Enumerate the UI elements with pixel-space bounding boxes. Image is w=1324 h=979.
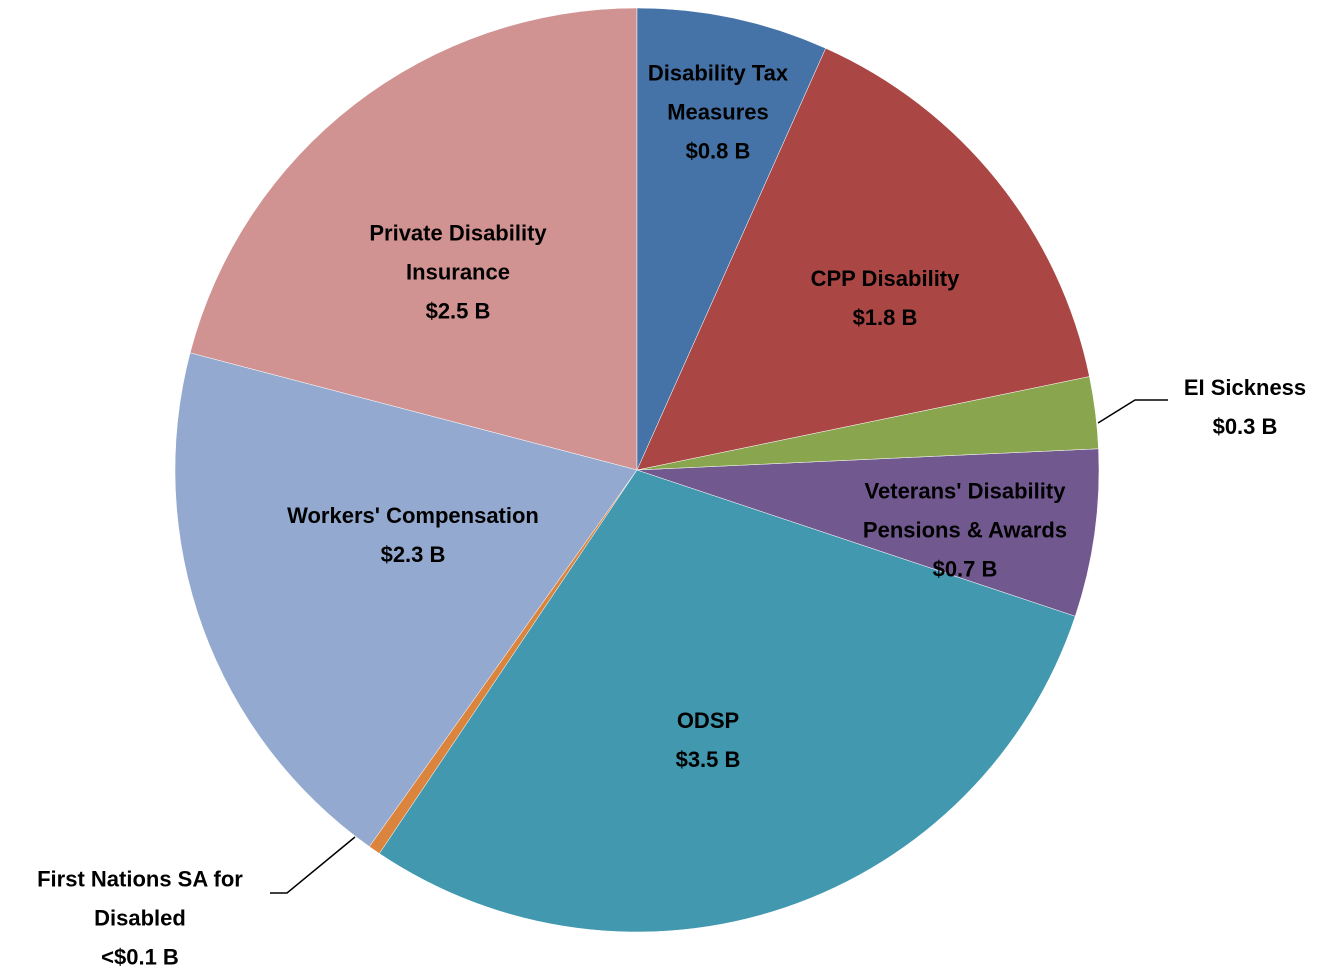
category-name: Private Disability Insurance: [369, 220, 547, 285]
slice-label: Disability Tax Measures $0.8 B: [623, 54, 813, 171]
category-name: CPP Disability: [810, 266, 960, 291]
value-label: $3.5 B: [675, 747, 741, 772]
pie-slice: [379, 469, 1076, 933]
category-name: Workers' Compensation: [287, 503, 539, 528]
pie-slice: [636, 448, 1100, 617]
slice-label: First Nations SA for Disabled <$0.1 B: [5, 860, 275, 977]
pie-slice: [189, 7, 638, 471]
pie-slice: [174, 352, 638, 847]
value-label: $0.3 B: [1212, 414, 1278, 439]
slice-label: Private Disability Insurance $2.5 B: [333, 214, 583, 331]
category-name: EI Sickness: [1183, 375, 1307, 400]
category-name: Disability Tax Measures: [647, 60, 789, 125]
value-label: $2.5 B: [425, 298, 491, 324]
value-label: $0.7 B: [932, 556, 998, 582]
value-label: $0.8 B: [685, 138, 751, 164]
slice-label: ODSP $3.5 B: [608, 701, 808, 779]
slice-label: Workers' Compensation $2.3 B: [243, 496, 583, 574]
category-name: First Nations SA for Disabled: [37, 866, 243, 931]
pie-slice: [636, 7, 826, 471]
category-name: Veterans' Disability Pensions & Awards: [862, 478, 1068, 543]
leader-line: [270, 836, 356, 894]
value-label: $2.3 B: [380, 542, 446, 567]
slice-label: CPP Disability $1.8 B: [775, 259, 995, 337]
slice-label: EI Sickness $0.3 B: [1165, 368, 1324, 446]
category-name: ODSP: [676, 708, 740, 733]
leader-line: [1097, 399, 1168, 424]
pie-slice: [636, 47, 1090, 471]
value-label: $1.8 B: [852, 305, 918, 330]
value-label: <$0.1 B: [101, 944, 179, 970]
slice-label: Veterans' Disability Pensions & Awards $0…: [830, 472, 1100, 589]
